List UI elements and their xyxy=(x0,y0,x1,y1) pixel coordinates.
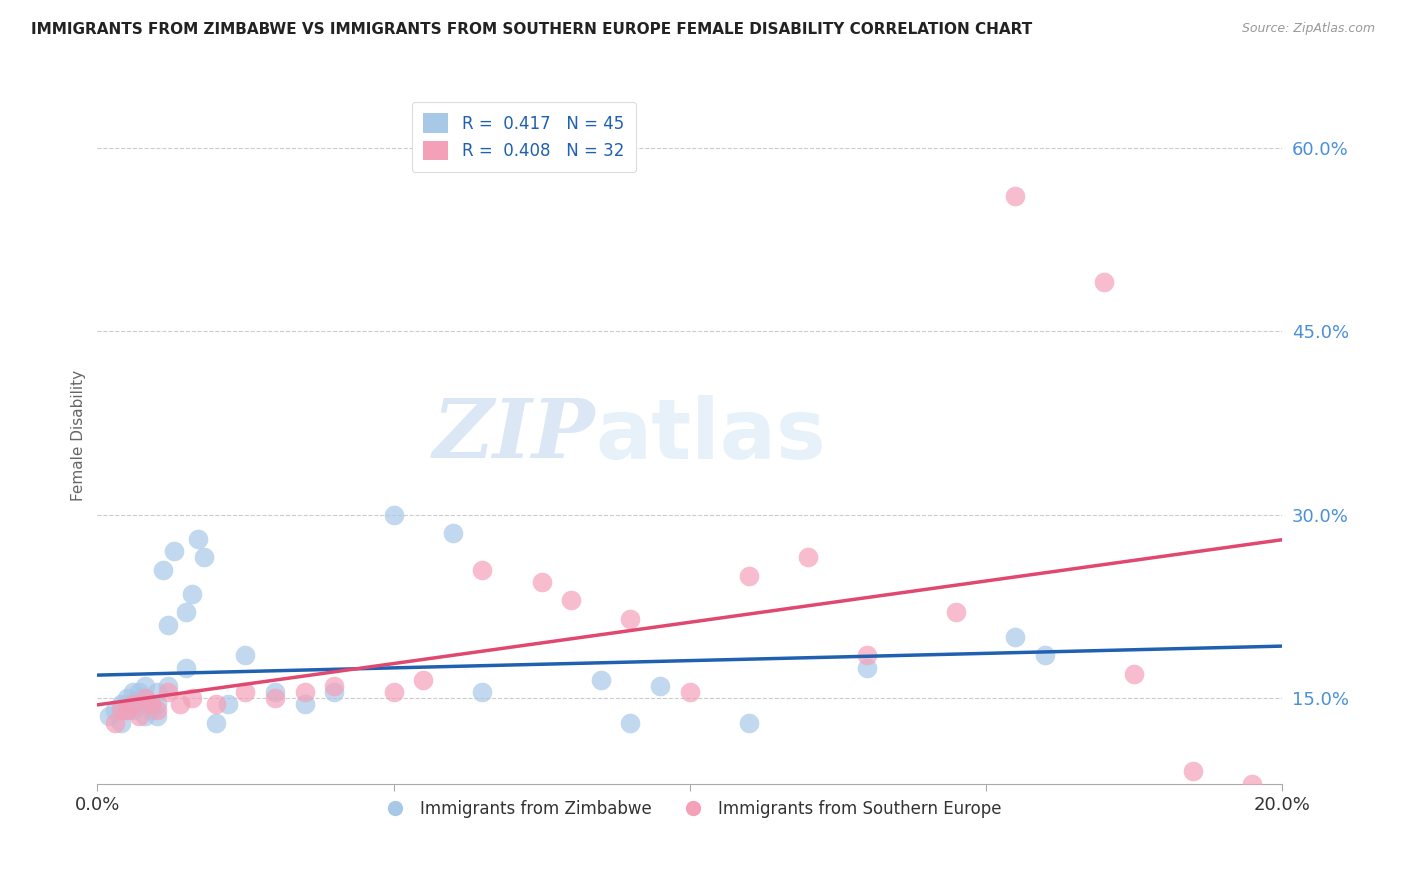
Point xyxy=(152,563,174,577)
Point xyxy=(104,715,127,730)
Point xyxy=(157,685,180,699)
Point xyxy=(648,679,671,693)
Point xyxy=(264,685,287,699)
Point xyxy=(412,673,434,687)
Point xyxy=(679,685,702,699)
Point xyxy=(174,660,197,674)
Point xyxy=(134,691,156,706)
Point xyxy=(235,648,257,663)
Point xyxy=(157,679,180,693)
Point xyxy=(619,611,641,625)
Point xyxy=(264,691,287,706)
Point xyxy=(1182,764,1205,779)
Point xyxy=(204,715,226,730)
Text: IMMIGRANTS FROM ZIMBABWE VS IMMIGRANTS FROM SOUTHERN EUROPE FEMALE DISABILITY CO: IMMIGRANTS FROM ZIMBABWE VS IMMIGRANTS F… xyxy=(31,22,1032,37)
Point xyxy=(856,648,879,663)
Point xyxy=(560,593,582,607)
Point xyxy=(139,703,162,717)
Point xyxy=(98,709,121,723)
Point xyxy=(441,525,464,540)
Point xyxy=(163,544,186,558)
Point xyxy=(128,685,150,699)
Point xyxy=(945,606,967,620)
Point xyxy=(134,679,156,693)
Point xyxy=(145,697,167,711)
Point xyxy=(856,660,879,674)
Point xyxy=(193,550,215,565)
Point xyxy=(1004,189,1026,203)
Point xyxy=(530,574,553,589)
Point xyxy=(1241,777,1264,791)
Point xyxy=(145,703,167,717)
Point xyxy=(110,703,132,717)
Point xyxy=(128,697,150,711)
Point xyxy=(235,685,257,699)
Point xyxy=(471,685,494,699)
Point xyxy=(157,617,180,632)
Point xyxy=(1033,648,1056,663)
Point xyxy=(323,679,346,693)
Point xyxy=(139,697,162,711)
Point xyxy=(204,697,226,711)
Y-axis label: Female Disability: Female Disability xyxy=(72,369,86,500)
Point xyxy=(134,709,156,723)
Point xyxy=(122,697,145,711)
Point xyxy=(145,709,167,723)
Point xyxy=(115,703,138,717)
Point xyxy=(1004,630,1026,644)
Point xyxy=(122,703,145,717)
Text: ZIP: ZIP xyxy=(432,395,595,475)
Point xyxy=(115,691,138,706)
Point xyxy=(128,709,150,723)
Point xyxy=(738,715,761,730)
Point xyxy=(115,703,138,717)
Point xyxy=(174,606,197,620)
Point xyxy=(122,685,145,699)
Point xyxy=(382,685,405,699)
Point xyxy=(217,697,239,711)
Text: atlas: atlas xyxy=(595,394,825,475)
Point xyxy=(294,697,316,711)
Point xyxy=(1092,275,1115,289)
Point xyxy=(110,715,132,730)
Point xyxy=(619,715,641,730)
Point xyxy=(589,673,612,687)
Point xyxy=(1122,666,1144,681)
Point xyxy=(471,563,494,577)
Point xyxy=(181,587,204,601)
Point xyxy=(145,685,167,699)
Point xyxy=(187,532,209,546)
Point xyxy=(382,508,405,522)
Point xyxy=(169,697,191,711)
Point xyxy=(134,691,156,706)
Point xyxy=(115,697,138,711)
Point xyxy=(323,685,346,699)
Text: Source: ZipAtlas.com: Source: ZipAtlas.com xyxy=(1241,22,1375,36)
Point xyxy=(128,691,150,706)
Point xyxy=(294,685,316,699)
Legend: Immigrants from Zimbabwe, Immigrants from Southern Europe: Immigrants from Zimbabwe, Immigrants fro… xyxy=(371,793,1008,824)
Point xyxy=(139,697,162,711)
Point xyxy=(738,568,761,582)
Point xyxy=(181,691,204,706)
Point xyxy=(110,697,132,711)
Point xyxy=(797,550,820,565)
Point xyxy=(104,703,127,717)
